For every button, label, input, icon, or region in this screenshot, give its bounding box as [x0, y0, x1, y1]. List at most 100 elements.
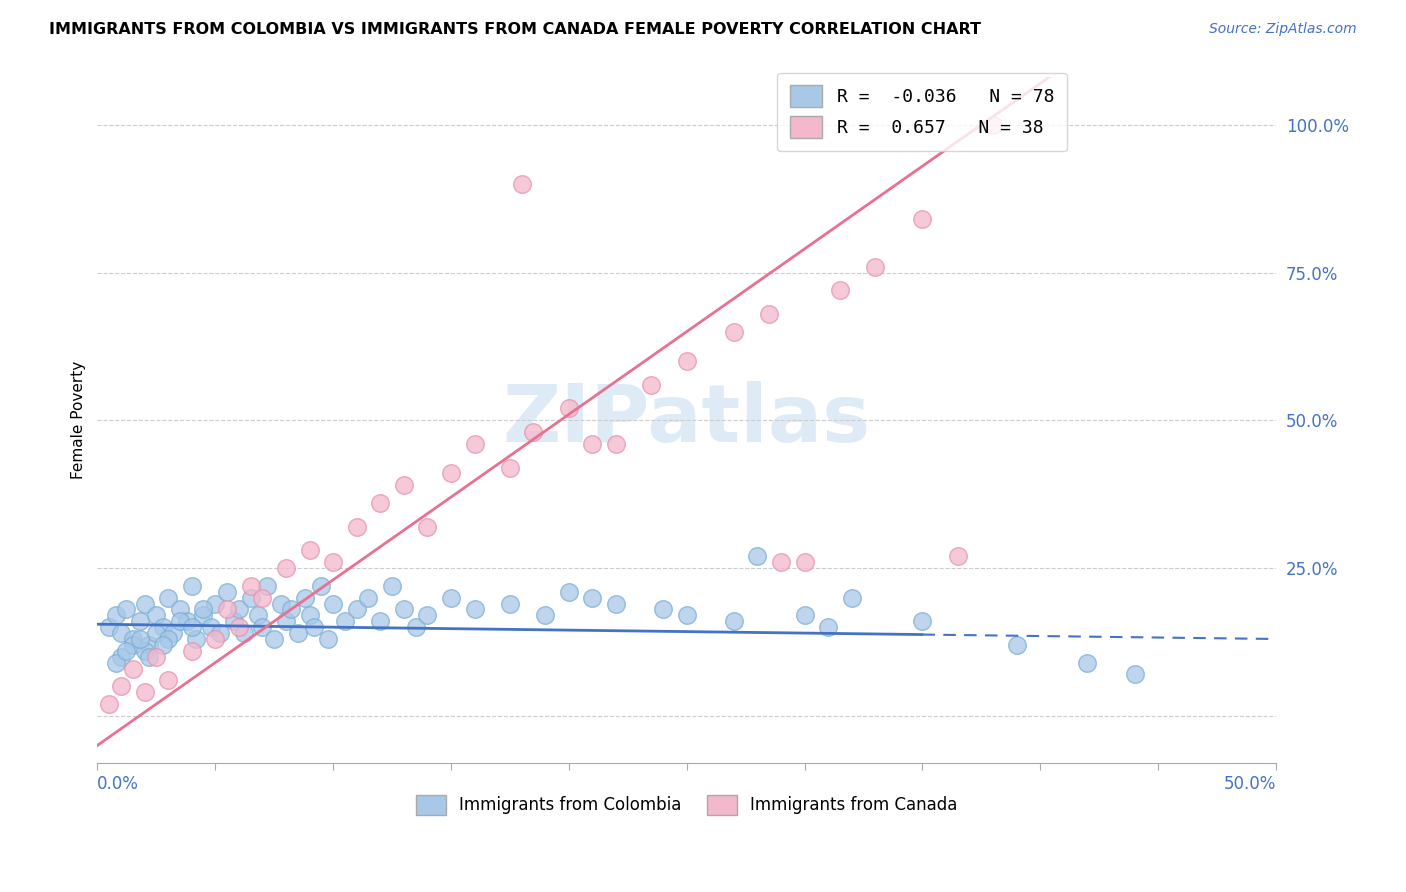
- Point: [581, 437, 603, 451]
- Point: [368, 614, 391, 628]
- Y-axis label: Female Poverty: Female Poverty: [72, 361, 86, 479]
- Point: [105, 656, 128, 670]
- Point: [152, 638, 174, 652]
- Point: [256, 579, 278, 593]
- Point: [911, 614, 934, 628]
- Point: [121, 638, 143, 652]
- Point: [204, 632, 226, 646]
- Point: [134, 644, 156, 658]
- Point: [946, 549, 969, 564]
- Point: [215, 584, 238, 599]
- Point: [98, 620, 121, 634]
- Point: [208, 626, 231, 640]
- Point: [392, 478, 415, 492]
- Point: [138, 649, 160, 664]
- Point: [558, 584, 581, 599]
- Point: [522, 425, 544, 439]
- Point: [392, 602, 415, 616]
- Text: 50.0%: 50.0%: [1223, 775, 1277, 793]
- Point: [675, 354, 697, 368]
- Text: IMMIGRANTS FROM COLOMBIA VS IMMIGRANTS FROM CANADA FEMALE POVERTY CORRELATION CH: IMMIGRANTS FROM COLOMBIA VS IMMIGRANTS F…: [49, 22, 981, 37]
- Point: [105, 608, 128, 623]
- Point: [911, 212, 934, 227]
- Point: [246, 608, 269, 623]
- Point: [169, 602, 191, 616]
- Point: [333, 614, 356, 628]
- Point: [180, 579, 202, 593]
- Point: [274, 614, 297, 628]
- Point: [302, 620, 325, 634]
- Point: [817, 620, 839, 634]
- Point: [162, 626, 184, 640]
- Point: [865, 260, 887, 274]
- Point: [381, 579, 404, 593]
- Point: [114, 602, 136, 616]
- Point: [204, 597, 226, 611]
- Point: [110, 649, 132, 664]
- Point: [322, 597, 344, 611]
- Text: ZIPatlas: ZIPatlas: [502, 381, 870, 459]
- Point: [416, 608, 439, 623]
- Point: [1123, 667, 1146, 681]
- Point: [1076, 656, 1098, 670]
- Point: [440, 591, 463, 605]
- Point: [193, 602, 215, 616]
- Point: [1005, 638, 1028, 652]
- Point: [228, 602, 250, 616]
- Point: [558, 401, 581, 416]
- Point: [128, 632, 150, 646]
- Point: [758, 307, 780, 321]
- Point: [228, 620, 250, 634]
- Point: [322, 555, 344, 569]
- Point: [114, 644, 136, 658]
- Point: [180, 620, 202, 634]
- Point: [252, 620, 274, 634]
- Point: [357, 591, 380, 605]
- Point: [534, 608, 557, 623]
- Point: [793, 608, 815, 623]
- Point: [200, 620, 222, 634]
- Point: [138, 638, 160, 652]
- Point: [769, 555, 792, 569]
- Point: [145, 626, 167, 640]
- Point: [298, 543, 321, 558]
- Point: [723, 614, 745, 628]
- Point: [186, 632, 208, 646]
- Point: [499, 460, 522, 475]
- Point: [405, 620, 427, 634]
- Point: [145, 649, 167, 664]
- Point: [464, 437, 486, 451]
- Point: [169, 614, 191, 628]
- Point: [110, 626, 132, 640]
- Point: [98, 697, 121, 711]
- Point: [121, 632, 143, 646]
- Legend: Immigrants from Colombia, Immigrants from Canada: Immigrants from Colombia, Immigrants fro…: [408, 787, 966, 823]
- Point: [723, 325, 745, 339]
- Point: [121, 661, 143, 675]
- Point: [128, 614, 150, 628]
- Point: [134, 597, 156, 611]
- Point: [981, 118, 1004, 132]
- Point: [239, 579, 262, 593]
- Point: [318, 632, 340, 646]
- Point: [110, 679, 132, 693]
- Point: [287, 626, 309, 640]
- Point: [157, 591, 180, 605]
- Point: [152, 620, 174, 634]
- Point: [368, 496, 391, 510]
- Text: Source: ZipAtlas.com: Source: ZipAtlas.com: [1209, 22, 1357, 37]
- Point: [841, 591, 863, 605]
- Point: [222, 614, 245, 628]
- Point: [232, 626, 254, 640]
- Point: [510, 177, 533, 191]
- Point: [793, 555, 815, 569]
- Point: [239, 591, 262, 605]
- Point: [176, 614, 198, 628]
- Point: [828, 283, 851, 297]
- Point: [180, 644, 202, 658]
- Point: [416, 519, 439, 533]
- Point: [157, 632, 180, 646]
- Point: [193, 608, 215, 623]
- Point: [145, 608, 167, 623]
- Point: [346, 519, 368, 533]
